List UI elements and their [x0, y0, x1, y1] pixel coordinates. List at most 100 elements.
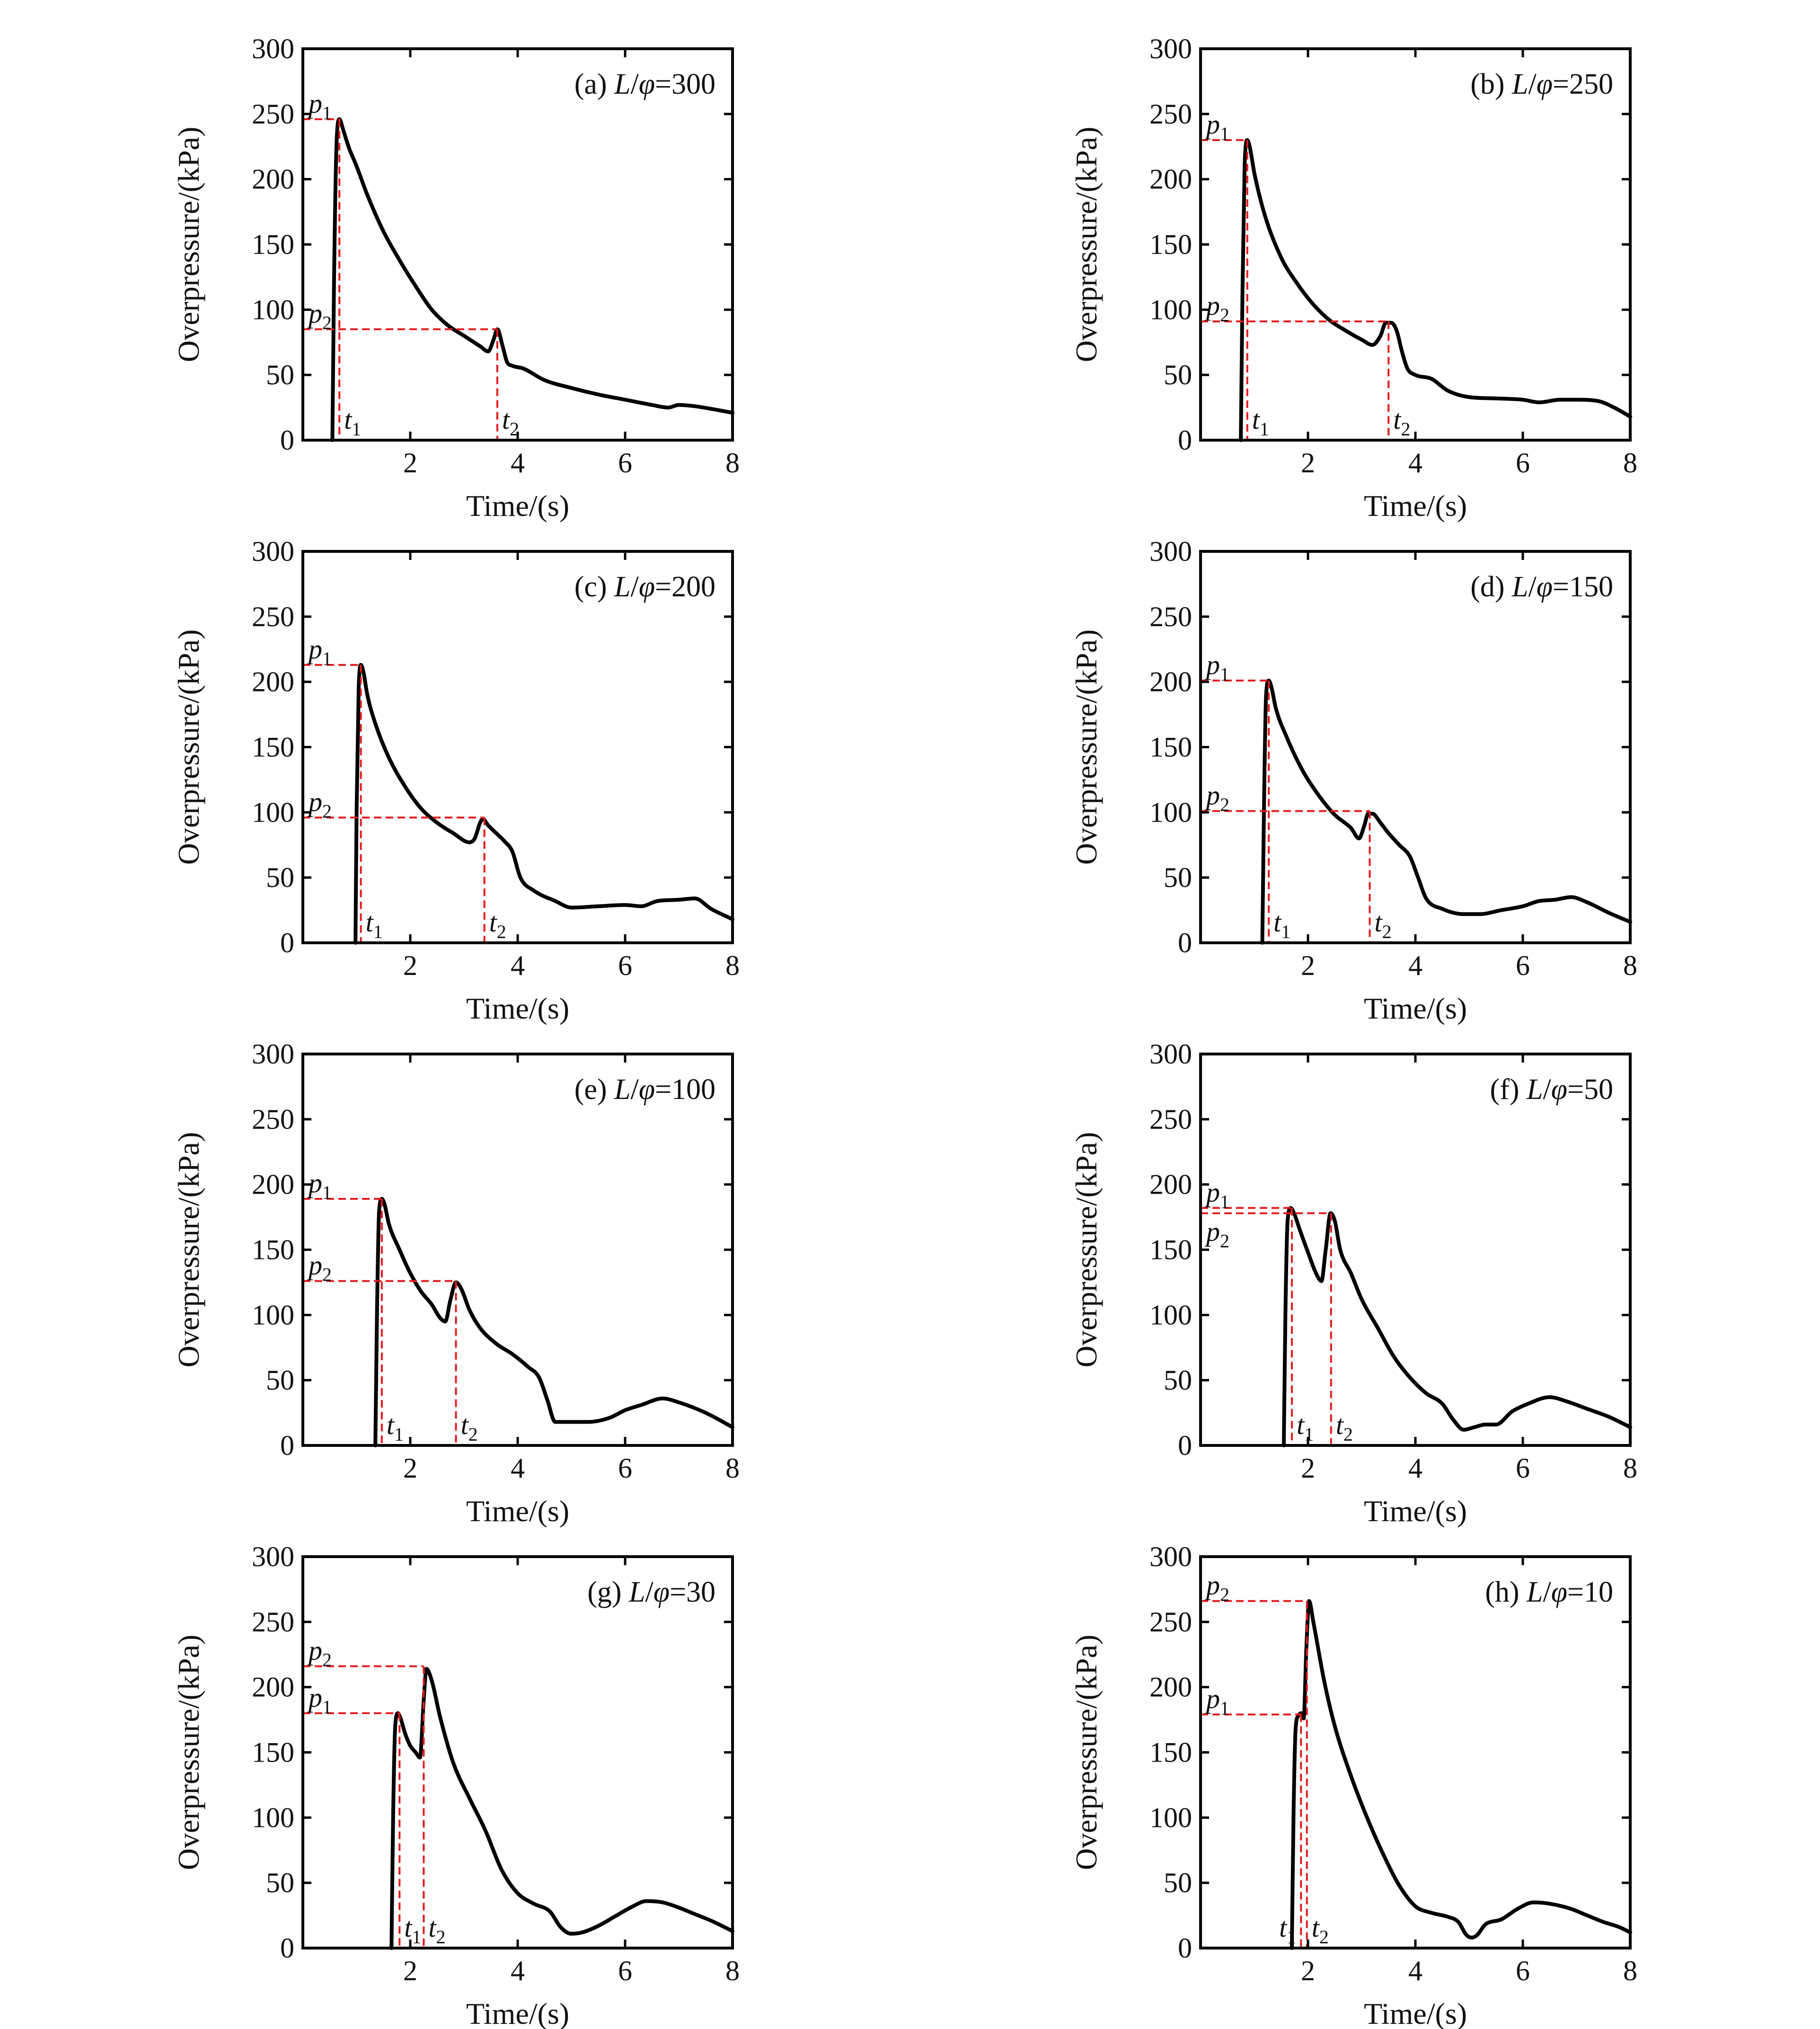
series-line-overpressure: [1281, 1206, 1632, 1447]
y-tick-label: 0: [1178, 425, 1192, 456]
y-axis-label: Overpressure/(kPa): [1069, 1635, 1103, 1870]
y-axis-label: Overpressure/(kPa): [1069, 1132, 1103, 1368]
y-tick-label: 0: [280, 1932, 294, 1964]
y-tick-label: 100: [1149, 294, 1192, 325]
y-tick-label: 0: [280, 927, 294, 958]
annotation-t2: t2: [1375, 907, 1392, 942]
plot-frame: [301, 1053, 734, 1447]
y-tick-label: 150: [1149, 1234, 1192, 1266]
y-tick-label: 100: [1149, 1802, 1192, 1833]
y-tick-label: 0: [280, 425, 294, 456]
panel-title: (e) L/φ=100: [574, 1073, 716, 1106]
y-tick-label: 300: [1149, 1038, 1192, 1070]
annotation-t2: t2: [1312, 1912, 1329, 1948]
series-line-overpressure: [330, 117, 734, 442]
plot-frame: [301, 1555, 734, 1949]
y-tick-label: 150: [252, 229, 294, 260]
x-tick-label: 2: [1301, 950, 1315, 981]
x-axis-label: Time/(s): [466, 489, 569, 523]
x-tick-label: 8: [1623, 1955, 1637, 1986]
x-tick-label: 8: [725, 950, 740, 981]
annotation-p1: p1: [307, 88, 332, 124]
y-tick-label: 150: [1149, 1737, 1192, 1768]
x-tick-label: 2: [1301, 1453, 1315, 1484]
y-tick-label: 250: [252, 98, 294, 130]
annotation-t2: t2: [1336, 1409, 1353, 1445]
x-axis-label: Time/(s): [1364, 992, 1467, 1025]
series-line-overpressure: [1290, 1599, 1632, 1950]
x-tick-label: 6: [1516, 447, 1530, 478]
y-tick-label: 50: [1164, 1364, 1192, 1396]
plot-frame: [1199, 1555, 1632, 1949]
panel-title: (f) L/φ=50: [1490, 1073, 1613, 1106]
x-tick-label: 4: [511, 950, 525, 981]
y-tick-label: 200: [1149, 164, 1192, 195]
y-tick-label: 200: [252, 164, 294, 195]
panel-title: (h) L/φ=10: [1485, 1576, 1613, 1608]
plot-frame: [301, 47, 734, 442]
x-tick-label: 4: [1408, 1955, 1422, 1986]
x-tick-label: 4: [511, 1453, 525, 1484]
y-tick-label: 250: [1149, 1104, 1192, 1135]
x-tick-label: 4: [511, 1955, 525, 1986]
y-tick-label: 200: [252, 666, 294, 698]
x-tick-label: 6: [1516, 950, 1530, 981]
annotation-t2: t2: [428, 1912, 445, 1948]
y-tick-label: 50: [1164, 359, 1192, 390]
x-axis-label: Time/(s): [1364, 489, 1467, 523]
y-tick-label: 200: [1149, 666, 1192, 698]
chart-panel-c: p1 p2 t1 t2 0 50 100 150 200 250 300 2 4 6 8 Time/(s) Ov…: [172, 536, 740, 1025]
chart-panel-d: p1 p2 t1 t2 0 50 100 150 200 250 300 2 4 6 8 Time/(s) Ov…: [1069, 536, 1637, 1025]
annotation-t2: t2: [489, 907, 506, 942]
y-tick-label: 100: [252, 1299, 294, 1330]
y-tick-label: 50: [266, 359, 294, 390]
x-tick-label: 4: [1408, 447, 1422, 478]
y-tick-label: 150: [252, 732, 294, 763]
annotation-t1: t1: [1273, 907, 1290, 942]
annotation-t1: t1: [404, 1912, 421, 1948]
y-tick-label: 150: [1149, 732, 1192, 763]
annotation-t1: t1: [387, 1409, 404, 1445]
x-tick-label: 8: [1623, 1453, 1637, 1484]
x-tick-label: 6: [618, 1453, 632, 1484]
y-tick-label: 50: [1164, 1867, 1192, 1898]
x-tick-label: 4: [511, 447, 525, 478]
annotation-p1: p1: [307, 634, 332, 669]
series-line-overpressure: [353, 663, 734, 945]
y-tick-label: 0: [1178, 927, 1192, 958]
panel-title: (g) L/φ=30: [587, 1576, 716, 1608]
annotation-p2: p2: [1204, 780, 1229, 815]
annotation-p1: p1: [1204, 1683, 1229, 1719]
annotation-t1: t1: [1252, 404, 1269, 440]
x-tick-label: 6: [1516, 1955, 1530, 1986]
x-tick-label: 8: [725, 1453, 740, 1484]
annotation-p1: p1: [1204, 649, 1229, 685]
y-tick-label: 250: [1149, 1606, 1192, 1638]
y-tick-label: 100: [1149, 797, 1192, 828]
y-tick-label: 50: [1164, 862, 1192, 893]
x-axis-label: Time/(s): [1364, 1494, 1467, 1528]
y-tick-label: 200: [252, 1169, 294, 1200]
annotation-p2: p2: [1204, 1570, 1229, 1605]
x-tick-label: 8: [725, 1955, 740, 1986]
panel-title: (c) L/φ=200: [574, 571, 716, 603]
plot-frame: [1199, 47, 1632, 442]
x-tick-label: 8: [1623, 950, 1637, 981]
y-tick-label: 150: [252, 1234, 294, 1266]
y-tick-label: 50: [266, 1867, 294, 1898]
annotation-p1: p1: [1204, 1177, 1229, 1212]
plot-frame: [301, 550, 734, 944]
annotation-p2: p2: [307, 298, 332, 334]
series-line-overpressure: [1260, 678, 1632, 945]
panel-title: (a) L/φ=300: [574, 68, 716, 100]
y-tick-label: 200: [1149, 1672, 1192, 1703]
x-tick-label: 6: [618, 447, 632, 478]
y-tick-label: 150: [1149, 229, 1192, 260]
y-axis-label: Overpressure/(kPa): [172, 1635, 205, 1870]
x-axis-label: Time/(s): [466, 1997, 569, 2029]
x-tick-label: 2: [1301, 447, 1315, 478]
